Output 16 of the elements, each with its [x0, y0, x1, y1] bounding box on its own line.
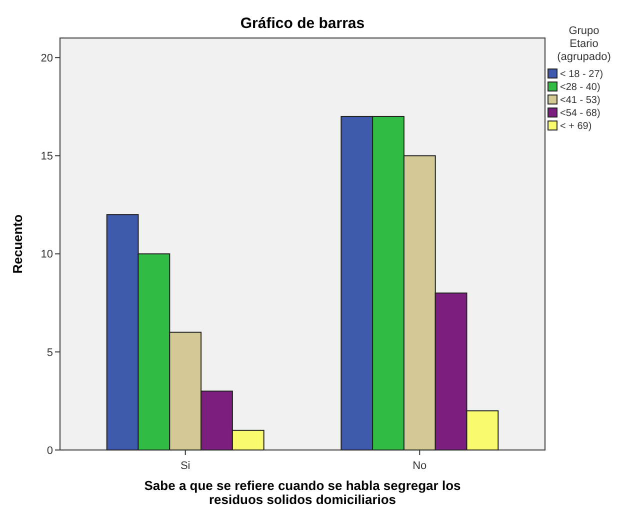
legend-label: <54 - 68)	[560, 108, 600, 119]
x-tick-label: Si	[180, 460, 190, 472]
y-tick-label: 0	[46, 444, 53, 457]
legend-label: <41 - 53)	[560, 95, 600, 106]
y-tick-label: 10	[40, 248, 53, 261]
y-tick-label: 20	[40, 52, 53, 64]
x-tick-label: No	[412, 460, 427, 472]
y-tick-label: 5	[46, 346, 53, 359]
legend-title: Grupo Etario (agrupado)	[557, 25, 611, 63]
legend-label: < + 69)	[560, 121, 592, 132]
x-axis-title: Sabe a que se refiere cuando se habla segregar los residuos solidos domiciliarios	[144, 478, 461, 507]
legend-label: < 18 - 27)	[560, 69, 604, 80]
y-tick-label: 15	[40, 150, 53, 163]
chart-title: Gráfico de barras	[240, 15, 365, 32]
y-axis-title: Recuento	[10, 214, 25, 274]
legend-label: <28 - 40)	[560, 82, 600, 93]
